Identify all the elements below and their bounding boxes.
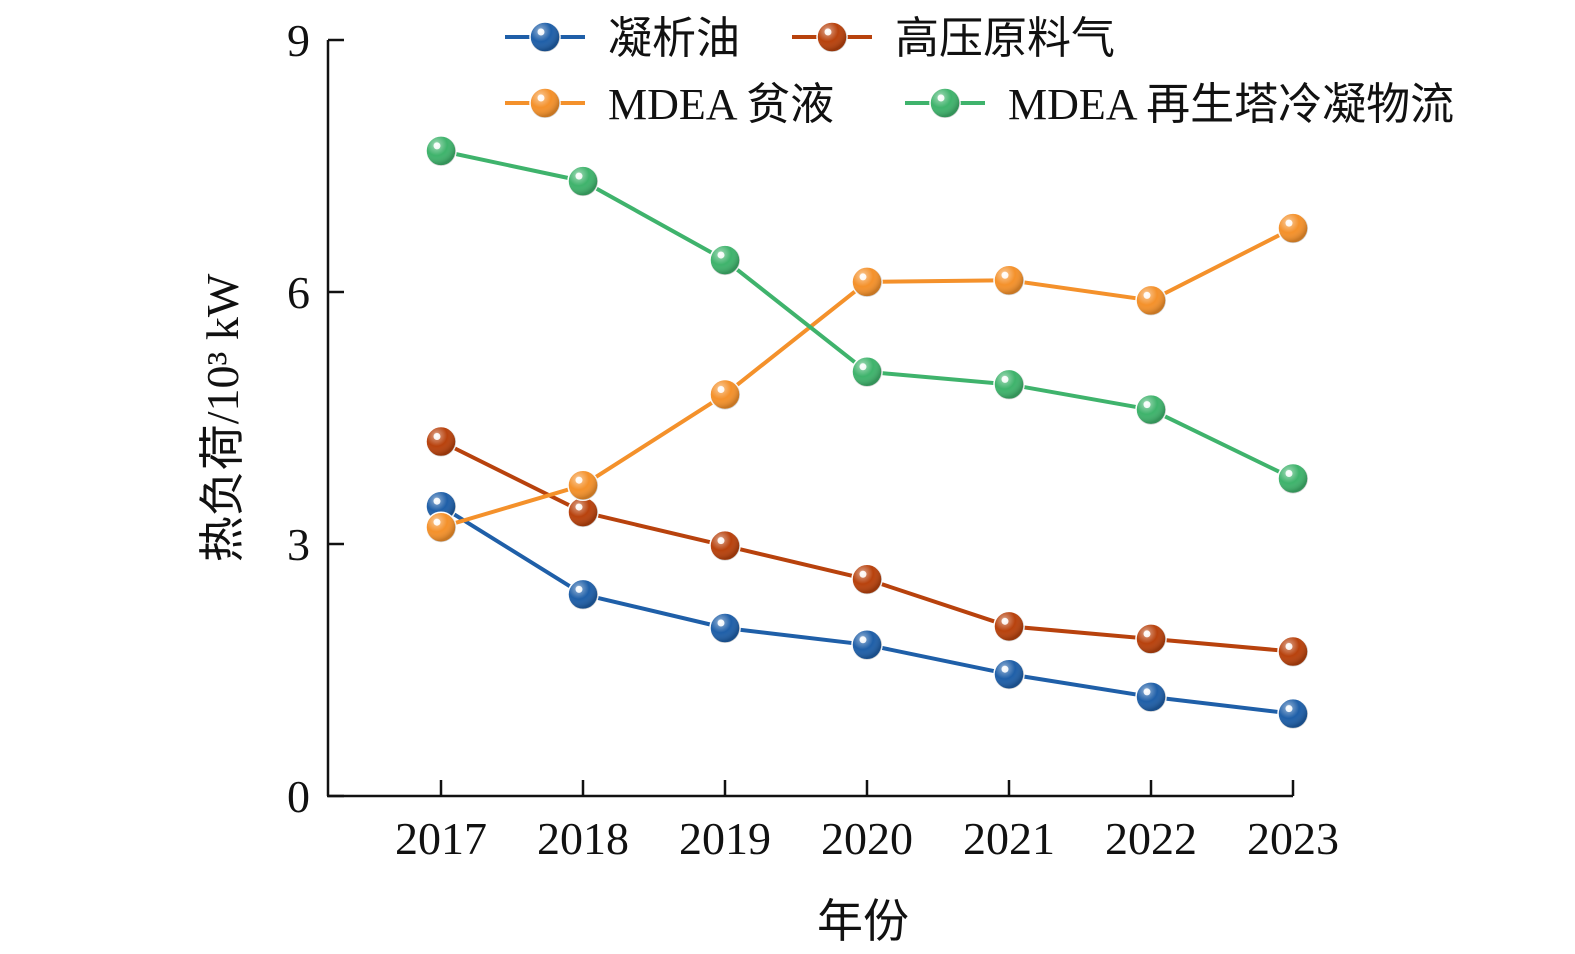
x-axis-ticks: 2017 2018 2019 2020 2021 2022 2023 [395, 780, 1339, 864]
legend-item-2: 高压原料气 [792, 14, 1115, 63]
axes: 0 3 6 9 2017 2018 2019 2020 2021 2022 2023 [287, 15, 1339, 864]
x-tick-label: 2020 [821, 813, 913, 864]
data-point-series-2 [993, 610, 1025, 643]
data-point-series-2 [709, 529, 741, 562]
x-axis-title: 年份 [817, 896, 909, 947]
data-point-series-3 [709, 378, 741, 411]
x-tick-label: 2019 [679, 813, 771, 864]
data-point-series-1 [993, 658, 1025, 690]
plot-area [425, 135, 1309, 730]
legend-marker [529, 21, 561, 53]
legend-item-1: 凝析油 [505, 14, 740, 63]
x-tick-label: 2018 [537, 813, 629, 864]
legend-label: 高压原料气 [895, 14, 1115, 63]
y-tick-label: 0 [287, 771, 310, 822]
series-line-1 [439, 504, 1294, 716]
y-axis-title: 热负荷/10³ kW [197, 273, 248, 562]
data-point-series-4 [567, 165, 599, 197]
y-tick-label: 6 [287, 267, 310, 318]
y-axis-ticks: 0 3 6 9 [287, 15, 344, 822]
data-point-series-3 [993, 264, 1025, 296]
data-point-series-1 [1277, 697, 1309, 730]
data-point-series-1 [851, 629, 883, 661]
legend-item-4: MDEA 再生塔冷凝物流 [905, 80, 1454, 129]
legend-marker [929, 87, 961, 119]
data-point-series-2 [567, 496, 599, 528]
legend-marker [529, 87, 561, 119]
series-line-2 [440, 439, 1294, 654]
data-point-series-2 [425, 425, 457, 458]
data-point-series-2 [1277, 635, 1309, 668]
legend-item-3: MDEA 贫液 [505, 80, 834, 129]
data-point-series-3 [567, 469, 599, 501]
series-markers [425, 135, 1309, 730]
data-point-series-4 [1135, 393, 1167, 426]
legend: 凝析油 高压原料气 MDEA 贫液 MDEA 再生塔冷凝物流 [505, 14, 1454, 129]
data-point-series-2 [1135, 623, 1167, 655]
x-tick-label: 2017 [395, 813, 487, 864]
data-point-series-3 [1277, 212, 1309, 244]
data-point-series-4 [425, 135, 457, 167]
data-point-series-3 [851, 266, 883, 298]
series-line-4 [440, 148, 1294, 481]
y-tick-label: 9 [287, 15, 310, 66]
data-point-series-3 [1135, 284, 1167, 317]
data-point-series-4 [1277, 462, 1309, 495]
x-tick-label: 2021 [963, 813, 1055, 864]
data-point-series-4 [709, 244, 741, 276]
legend-label: MDEA 再生塔冷凝物流 [1008, 80, 1454, 129]
data-point-series-2 [851, 563, 883, 596]
data-point-series-3 [425, 511, 457, 543]
data-point-series-4 [993, 368, 1025, 401]
legend-label: MDEA 贫液 [608, 80, 834, 129]
legend-label: 凝析油 [608, 14, 740, 63]
data-point-series-4 [851, 356, 883, 388]
legend-marker [816, 21, 848, 53]
x-tick-label: 2023 [1247, 813, 1339, 864]
y-tick-label: 3 [287, 519, 310, 570]
data-point-series-1 [709, 612, 741, 644]
data-point-series-1 [1135, 681, 1167, 713]
data-point-series-1 [567, 578, 599, 611]
x-tick-label: 2022 [1105, 813, 1197, 864]
